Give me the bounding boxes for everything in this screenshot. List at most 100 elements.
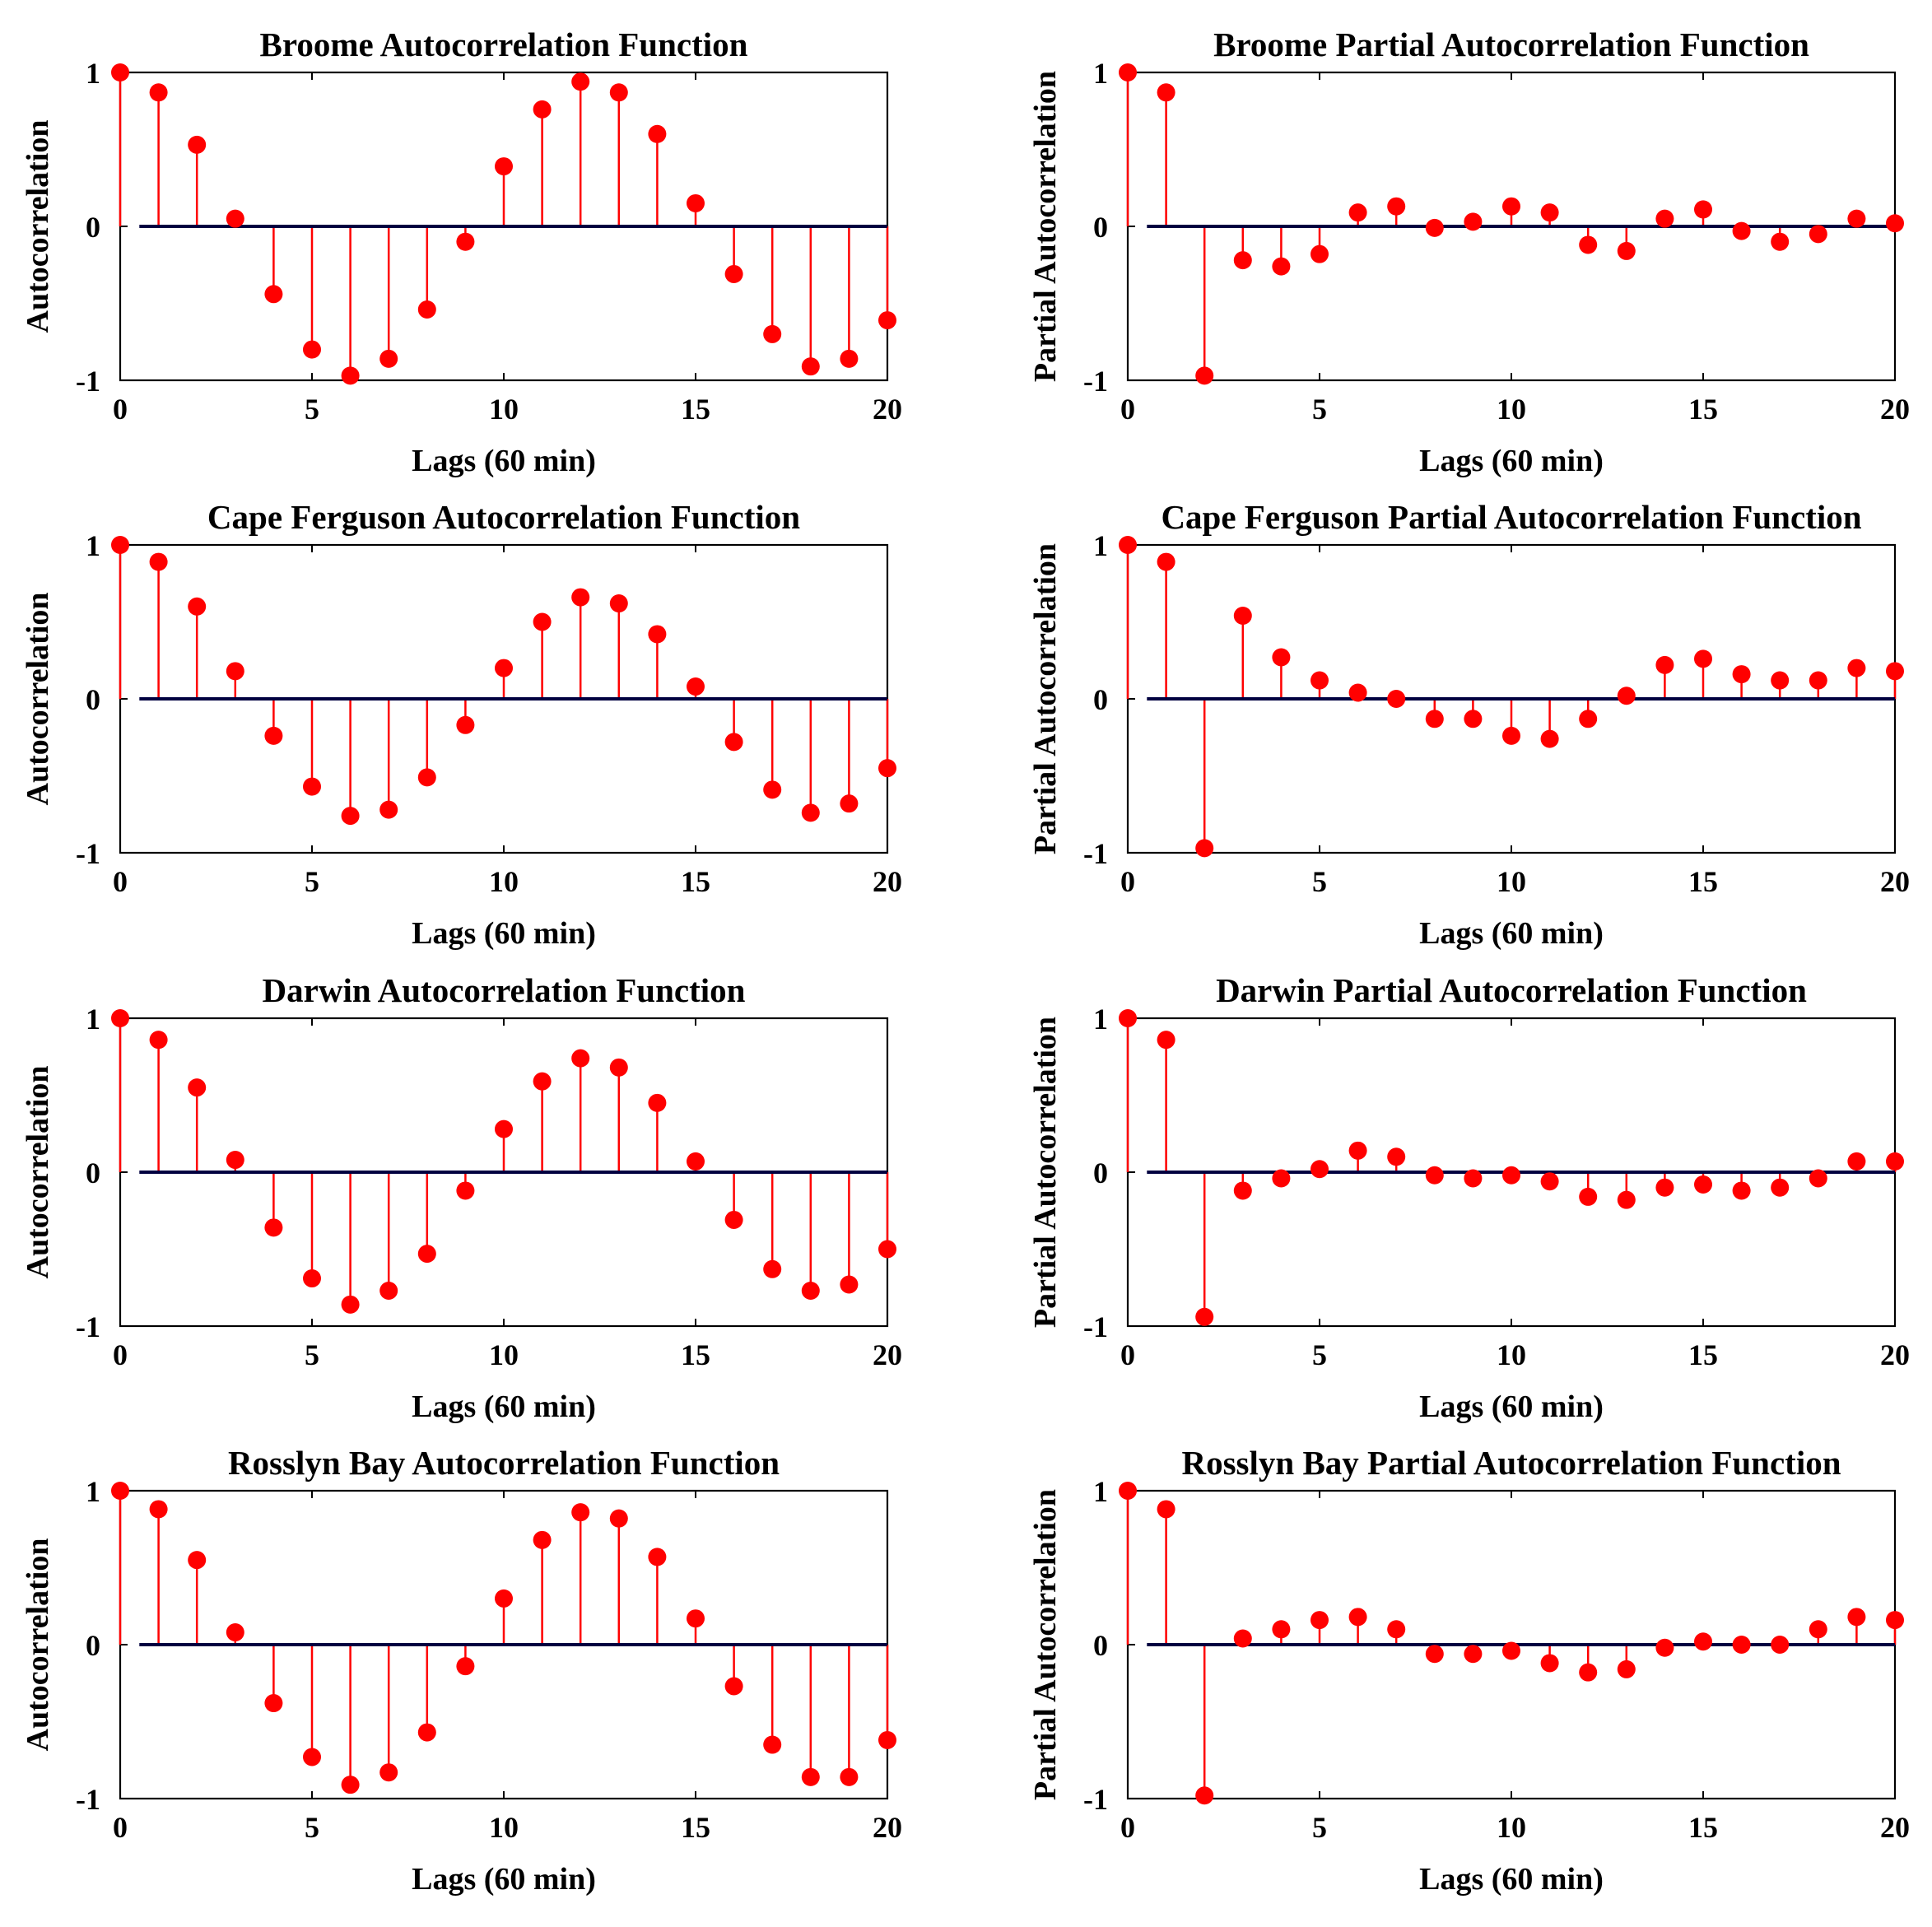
stem-marker	[878, 311, 896, 330]
stem-marker	[1694, 1175, 1712, 1194]
stem-marker	[1425, 1166, 1444, 1185]
x-tick-label: 0	[1120, 393, 1135, 426]
stem-marker	[111, 1009, 129, 1027]
stem-marker	[801, 357, 820, 376]
stem-marker	[188, 135, 207, 154]
stem-marker	[1540, 1172, 1559, 1191]
x-tick-label: 5	[1312, 1338, 1327, 1371]
x-tick-label: 5	[1312, 1811, 1327, 1844]
stem-marker	[571, 1503, 590, 1522]
stem-marker	[264, 1694, 283, 1713]
chart-title: Cape Ferguson Autocorrelation Function	[207, 498, 800, 536]
stem-marker	[1694, 1632, 1712, 1651]
x-tick-label: 15	[1688, 1811, 1718, 1844]
stem-marker	[379, 1281, 398, 1300]
chart-title: Rosslyn Bay Partial Autocorrelation Func…	[1181, 1444, 1841, 1482]
stem-marker	[341, 807, 360, 826]
x-tick-label: 10	[1497, 1338, 1526, 1371]
stem-marker	[149, 552, 168, 571]
stem-marker	[1847, 1152, 1866, 1171]
x-tick-label: 15	[681, 865, 710, 898]
stem-marker	[801, 1281, 820, 1300]
stem-marker	[417, 1723, 436, 1742]
stem-marker	[724, 1210, 743, 1229]
stem-marker	[1233, 1181, 1252, 1200]
stem-marker	[303, 1748, 321, 1766]
chart-title: Darwin Autocorrelation Function	[263, 971, 746, 1009]
subplot-7: 0 5 10 15 20 -1 0 1 Rosslyn Bay Autocorrelation …	[21, 1444, 902, 1897]
chart-title: Broome Partial Autocorrelation Function	[1213, 26, 1809, 63]
stem-marker	[1540, 729, 1559, 748]
x-axis-label: Lags (60 min)	[1419, 916, 1604, 951]
chart-title: Broome Autocorrelation Function	[260, 26, 748, 63]
stem-marker	[1886, 662, 1904, 681]
y-axis-label: Autocorrelation	[21, 593, 55, 806]
stem-marker	[456, 715, 475, 734]
stem-marker	[1502, 726, 1520, 745]
stem-marker	[609, 83, 628, 102]
x-tick-label: 0	[1120, 865, 1135, 898]
stem-marker	[533, 1530, 552, 1549]
x-tick-label: 10	[1497, 865, 1526, 898]
stem-marker	[226, 1151, 244, 1170]
stem-marker	[1579, 1663, 1598, 1682]
stem-marker	[1617, 1659, 1636, 1678]
stem-marker	[1502, 197, 1520, 216]
stem-marker	[1311, 1611, 1329, 1630]
x-tick-label: 15	[681, 1338, 710, 1371]
stem-marker	[687, 193, 705, 212]
stem-marker	[763, 780, 782, 799]
stem-marker	[724, 264, 743, 283]
stem-marker	[533, 612, 552, 631]
stem-marker	[495, 157, 513, 176]
stem-marker	[1809, 1620, 1827, 1639]
stem-marker	[1272, 1169, 1291, 1188]
y-tick-label: 1	[86, 1003, 100, 1036]
stem-marker	[341, 1295, 360, 1314]
y-tick-label: 0	[1093, 683, 1108, 716]
stem-marker	[533, 100, 552, 119]
stem-marker	[1502, 1641, 1520, 1660]
y-tick-label: 1	[1093, 1475, 1108, 1508]
x-axis-label: Lags (60 min)	[1419, 444, 1604, 478]
stem-marker	[1195, 366, 1214, 385]
x-tick-label: 10	[489, 865, 519, 898]
stem-marker	[648, 625, 667, 644]
stem-marker	[1655, 1638, 1674, 1657]
x-tick-label: 20	[1880, 1811, 1910, 1844]
stem-marker	[878, 1730, 896, 1749]
stem-marker	[456, 1657, 475, 1676]
stem-marker	[687, 1609, 705, 1628]
stem-marker	[840, 794, 859, 813]
stem-marker	[111, 1482, 129, 1500]
stem-marker	[226, 1623, 244, 1642]
stem-marker	[149, 1500, 168, 1519]
stem-marker	[111, 63, 129, 81]
stem-marker	[495, 1119, 513, 1138]
x-tick-label: 10	[1497, 1811, 1526, 1844]
stem-marker	[533, 1072, 552, 1091]
stem-marker	[1655, 1178, 1674, 1197]
y-tick-label: -1	[76, 1783, 100, 1816]
stem-marker	[1732, 1636, 1751, 1654]
stem-marker	[188, 1551, 207, 1570]
stem-marker	[1387, 1620, 1406, 1639]
stem-marker	[1847, 659, 1866, 677]
stem-marker	[1195, 839, 1214, 858]
chart-title: Darwin Partial Autocorrelation Function	[1216, 971, 1807, 1009]
stem-marker	[1771, 1636, 1790, 1654]
x-tick-label: 15	[681, 393, 710, 426]
stem-marker	[417, 1245, 436, 1264]
stem-marker	[609, 1509, 628, 1528]
stem-marker	[1157, 552, 1175, 571]
stem-marker	[264, 1218, 283, 1237]
subplot-1: 0 5 10 15 20 -1 0 1 Broome Autocorrelation Funct…	[21, 26, 902, 478]
stem-marker	[763, 1735, 782, 1754]
x-tick-label: 15	[1688, 1338, 1718, 1371]
stem-marker	[303, 340, 321, 359]
y-tick-label: 0	[86, 1629, 100, 1662]
x-tick-label: 20	[873, 1811, 902, 1844]
x-axis-label: Lags (60 min)	[412, 1862, 596, 1897]
x-tick-label: 15	[1688, 865, 1718, 898]
